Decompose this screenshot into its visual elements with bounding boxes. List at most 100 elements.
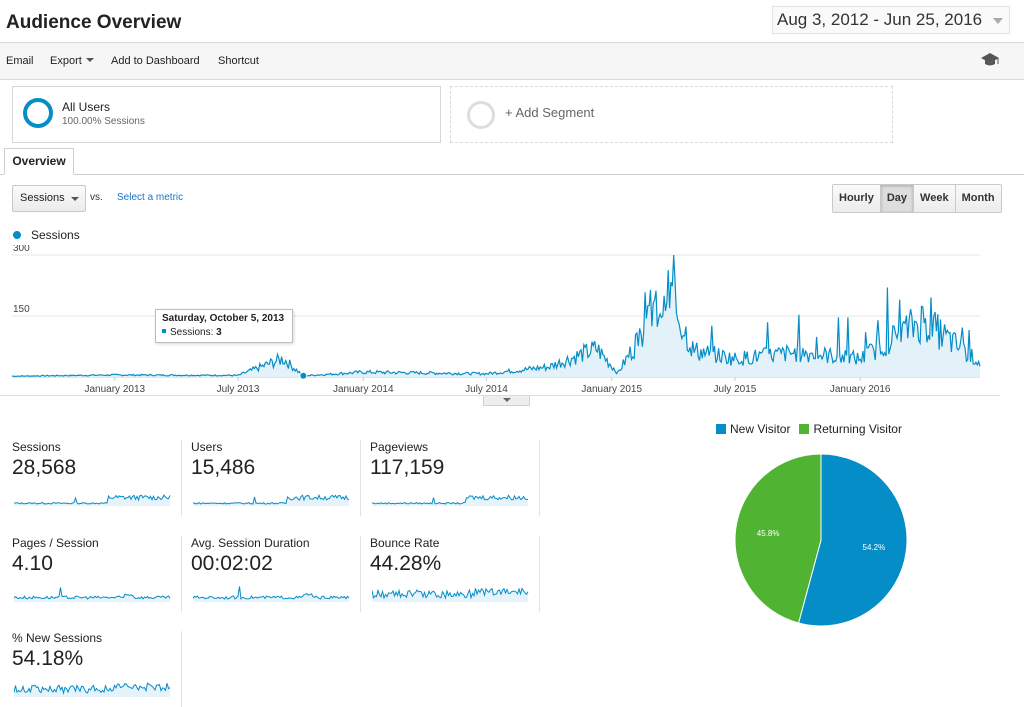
metric-sparkline [193,493,350,506]
hovered-point [299,371,308,380]
header: Audience Overview Aug 3, 2012 - Jun 25, … [0,0,1024,43]
add-segment-label: + Add Segment [505,105,595,120]
metric-card[interactable]: Pages / Session 4.10 [12,536,182,612]
sparkline-path [193,586,350,600]
month-button[interactable]: Month [955,185,1001,212]
toolbar: Email Export Add to Dashboard Shortcut [0,43,1024,80]
metric-label: Sessions [12,440,61,454]
metric-card[interactable]: Avg. Session Duration 00:02:02 [191,536,361,612]
series-color-square [162,329,166,333]
shortcut-button[interactable]: Shortcut [218,55,259,67]
sparkline-path [14,494,171,505]
x-tick-label: January 2015 [581,384,642,395]
tooltip-date: Saturday, October 5, 2013 [162,313,285,324]
tab-divider [0,174,1024,175]
add-segment-button[interactable]: + Add Segment [450,86,893,143]
sparkline-area [14,683,170,697]
metric-value: 54.18% [12,647,84,670]
email-button[interactable]: Email [6,55,34,67]
metric-value: 28,568 [12,456,77,479]
x-tick-label: July 2015 [714,384,757,395]
metric-select-value: Sessions [20,192,65,204]
segment-name: All Users [62,100,111,114]
granularity-toggle: Hourly Day Week Month [832,184,1002,213]
x-tick-label: January 2013 [84,384,145,395]
legend-returning-visitor[interactable]: Returning Visitor [799,422,902,436]
metric-value: 4.10 [12,552,53,575]
pie-slice-new-visitor [797,453,908,627]
metric-card[interactable]: % New Sessions 54.18% [12,631,182,707]
page-title: Audience Overview [6,12,182,33]
x-tick-label: July 2014 [465,384,508,395]
segment-all-users[interactable]: All Users 100.00% Sessions [12,86,441,143]
chart-bottom-border [0,395,1000,396]
legend-new-visitor[interactable]: New Visitor [716,422,790,436]
sparkline-path [193,493,350,505]
series-color-dot [13,231,21,239]
metric-card[interactable]: Pageviews 117,159 [370,440,540,516]
y-tick-label: 150 [13,304,30,315]
date-range-picker[interactable]: Aug 3, 2012 - Jun 25, 2016 [772,6,1010,34]
week-button[interactable]: Week [914,185,956,212]
legend-swatch [799,424,810,434]
pie-slice-label: 45.8% [757,529,780,538]
caret-down-icon [503,398,511,402]
caret-down-icon [71,197,79,201]
metric-label: % New Sessions [12,631,103,645]
sparkline-area [193,586,349,602]
metric-card[interactable]: Bounce Rate 44.28% [370,536,540,612]
pie-slice-label: 54.2% [863,543,886,552]
pie-slice-returning-visitor [734,453,822,624]
chevron-down-icon [993,18,1003,24]
sparkline-area [372,588,528,602]
metric-sparkline [372,494,529,506]
tooltip-value-row: Sessions: 3 [162,327,286,338]
metric-value: 00:02:02 [191,552,273,575]
metric-sparkline [14,494,171,506]
x-tick-label: January 2014 [333,384,394,395]
metric-card[interactable]: Users 15,486 [191,440,361,516]
hourly-button[interactable]: Hourly [833,185,881,212]
date-range-label: Aug 3, 2012 - Jun 25, 2016 [777,10,983,29]
tooltip-series: Sessions: [170,327,214,338]
segment-percent: 100.00% Sessions [62,116,145,127]
metric-select[interactable]: Sessions [12,185,86,212]
vs-label: vs. [90,192,103,203]
pie-legend: New Visitor Returning Visitor [716,422,902,436]
sparkline-area [14,495,170,506]
graduation-cap-icon[interactable] [980,52,1000,68]
metric-value: 117,159 [370,456,445,479]
day-button[interactable]: Day [880,185,915,212]
sessions-area [12,255,980,377]
metric-value: 44.28% [370,552,442,575]
legend-returning-visitor-label: Returning Visitor [813,422,902,436]
segment-ring-icon [23,98,53,128]
metric-label: Bounce Rate [370,536,440,550]
sparkline-path [372,587,529,600]
export-button[interactable]: Export [50,55,94,67]
sessions-line-chart[interactable]: 300 150 January 2013 July 2013 January 2014 J… [0,245,1000,405]
metric-label: Pages / Session [12,536,99,550]
sparkline-path [14,682,171,695]
metric-card[interactable]: Sessions 28,568 [12,440,182,516]
metric-label: Avg. Session Duration [191,536,310,550]
tab-overview[interactable]: Overview [4,148,74,175]
metric-label: Users [191,440,223,454]
chart-tooltip: Saturday, October 5, 2013 Sessions: 3 [155,309,293,343]
add-to-dashboard-button[interactable]: Add to Dashboard [111,55,200,67]
select-metric-link[interactable]: Select a metric [117,192,184,203]
series-legend-label[interactable]: Sessions [31,228,80,242]
export-label: Export [50,55,82,67]
sessions-line [11,254,981,378]
x-tick-label: July 2013 [217,384,260,395]
legend-new-visitor-label: New Visitor [730,422,791,436]
visitor-pie-chart[interactable]: 54.2% 45.8% [730,450,910,630]
sparkline-area [14,587,170,602]
metric-sparkline [193,586,350,602]
x-tick-label: January 2016 [830,384,891,395]
sparkline-path [14,587,171,600]
empty-ring-icon [467,101,495,129]
sparkline-area [193,495,349,506]
sparkline-area [372,495,528,506]
chart-resize-handle[interactable] [483,396,530,406]
